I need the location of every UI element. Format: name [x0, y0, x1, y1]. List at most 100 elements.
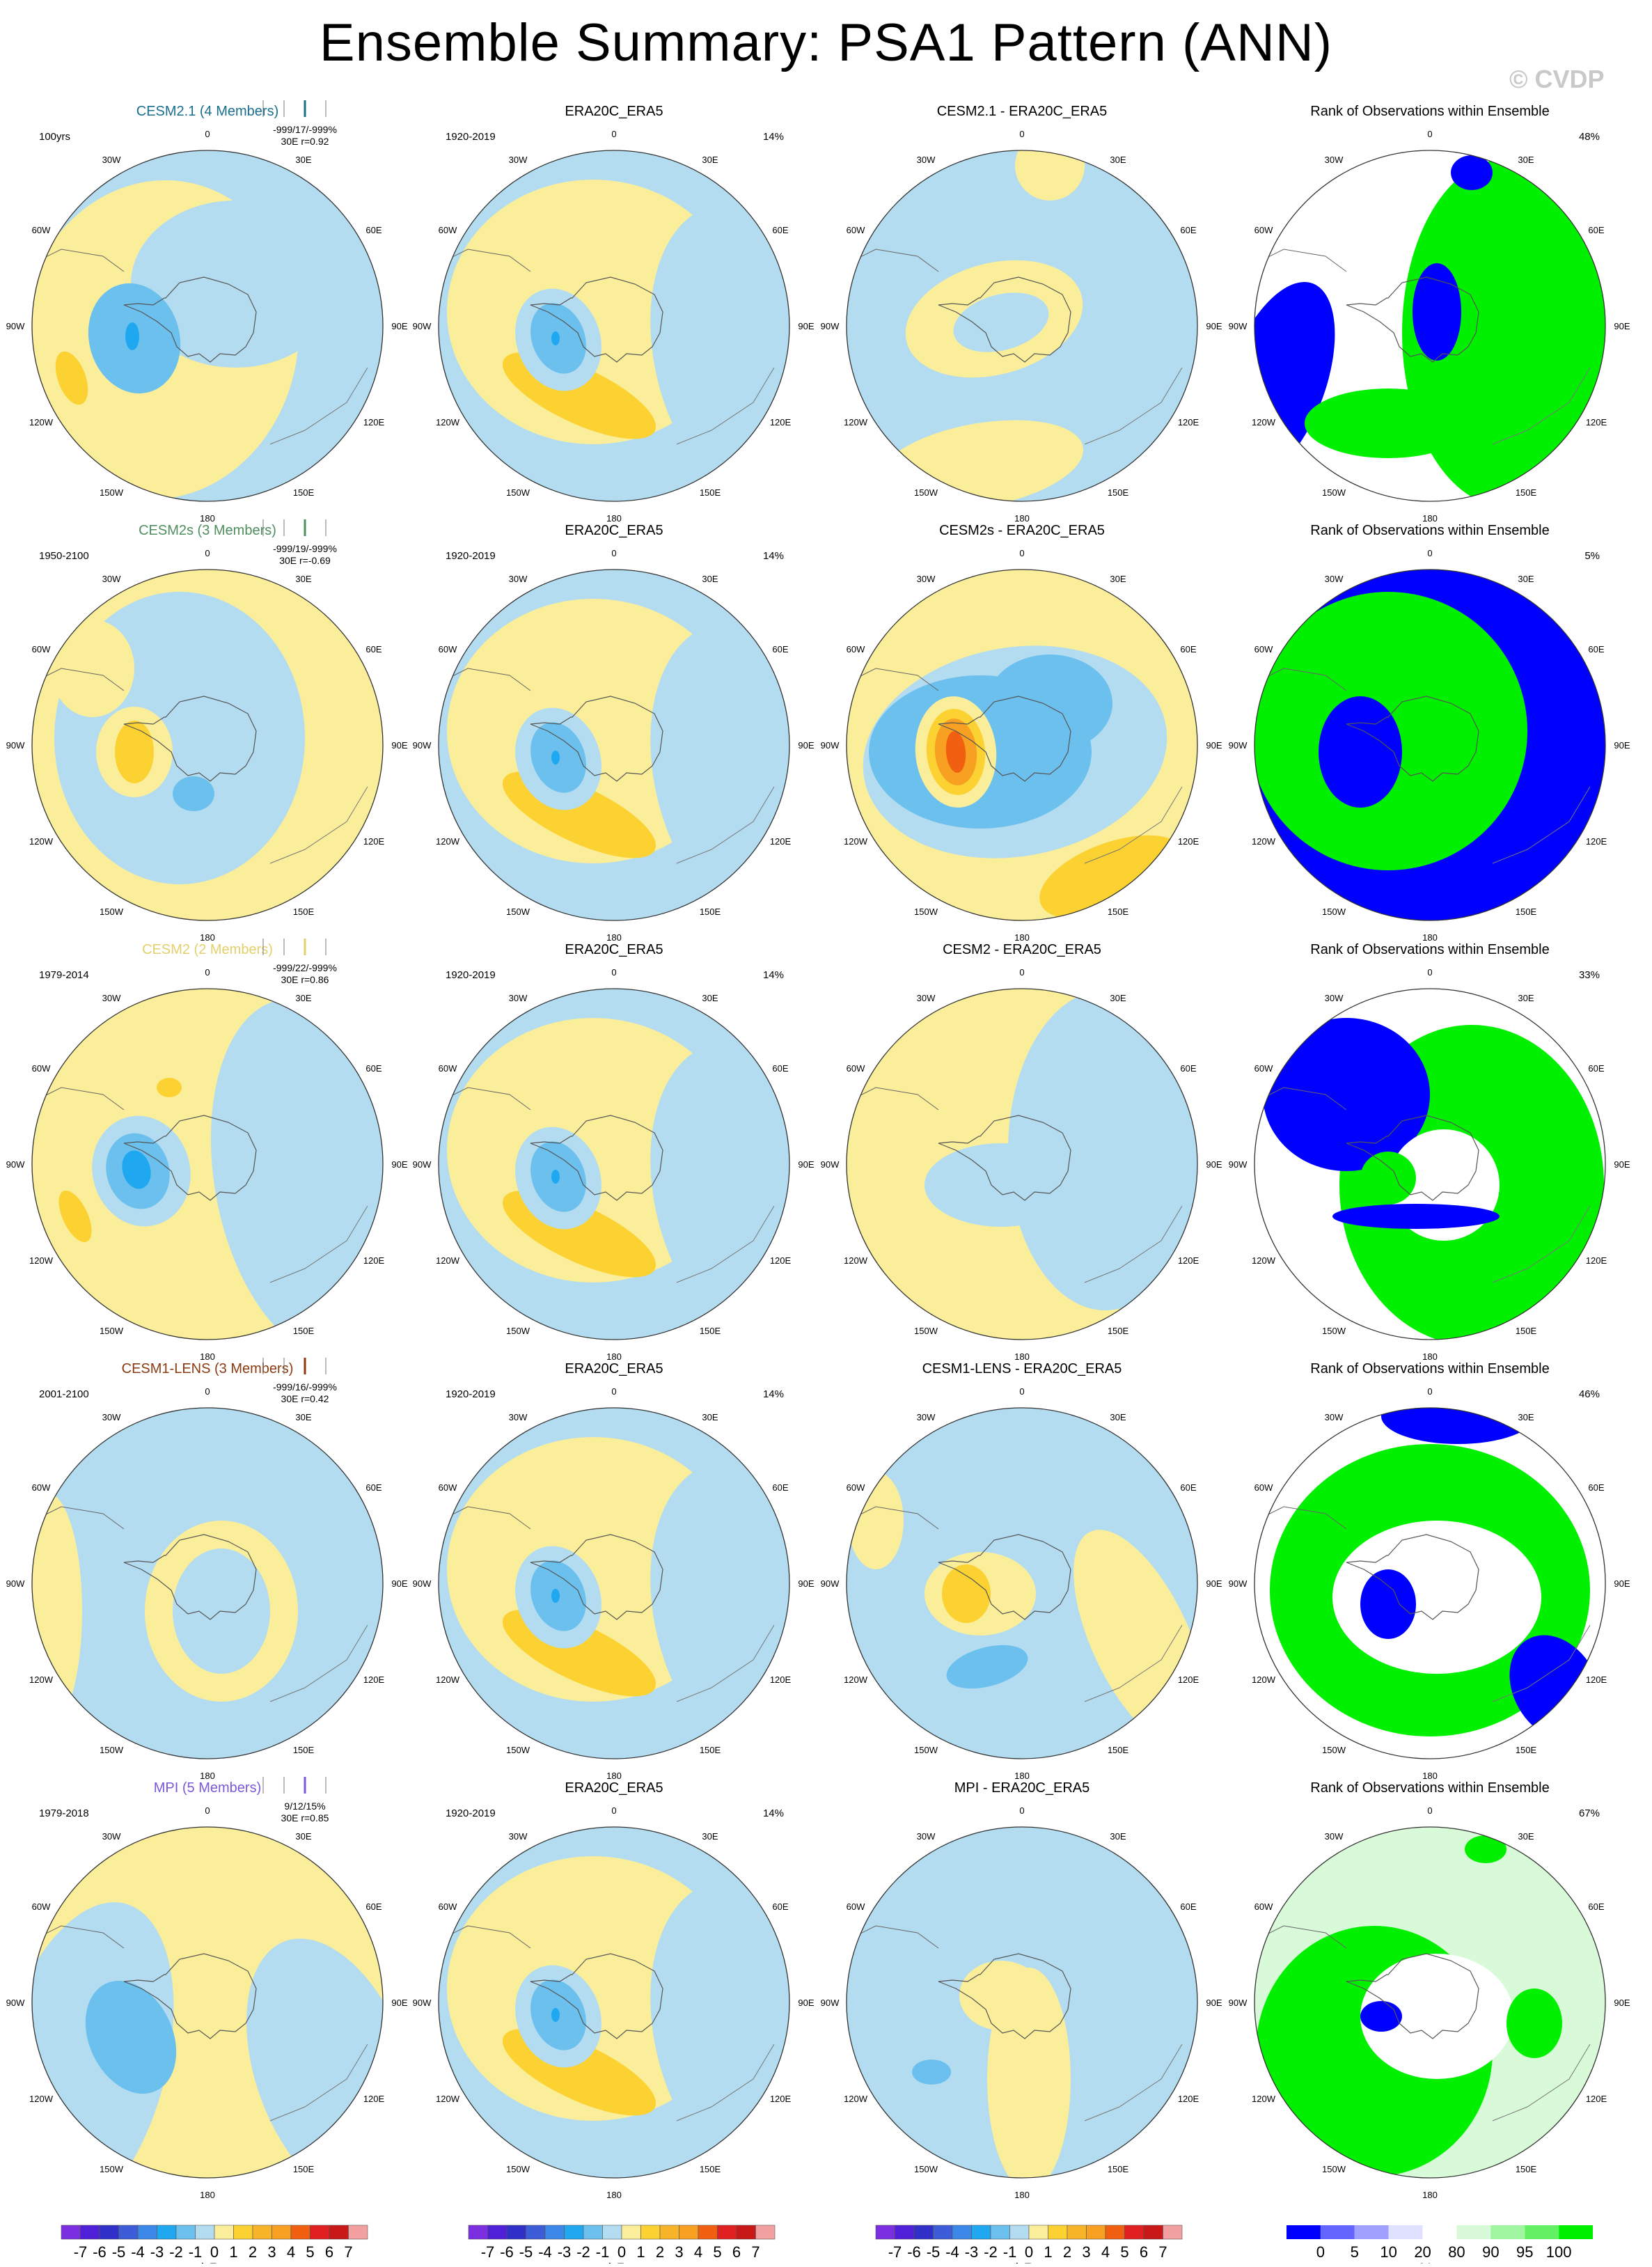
rank-low-region	[1451, 155, 1493, 190]
longitude-label: 180	[606, 1771, 622, 1781]
colorbar-swatch	[329, 2225, 349, 2240]
south-america-coastline	[40, 1506, 125, 1530]
negative-anomaly-peak	[122, 1150, 151, 1189]
colorbar-tick-label: 20	[1414, 2243, 1431, 2261]
colorbar-tick-label: -4	[131, 2243, 145, 2261]
colorbar-swatch	[506, 2225, 526, 2240]
longitude-label: 30E	[1518, 1831, 1534, 1842]
longitude-label: 120W	[29, 836, 54, 847]
rank-low-region	[1319, 696, 1402, 808]
map-disk	[439, 1827, 789, 2178]
longitude-label: 120W	[436, 2094, 460, 2104]
percent-variance-label: 33%	[1579, 969, 1600, 981]
longitude-label: 60W	[439, 1901, 457, 1912]
colorbar-swatch	[1354, 2225, 1389, 2239]
ensemble-stats-label: -999/19/-999%	[273, 543, 337, 554]
colorbar-swatch	[990, 2225, 1010, 2240]
longitude-label: 60E	[365, 1063, 381, 1074]
antarctica-coastline	[1346, 1534, 1479, 1620]
colorbar-tick-label: -6	[907, 2243, 921, 2261]
map-boundary	[846, 150, 1198, 502]
rank-low-region	[1263, 1018, 1430, 1171]
colorbar-tick-label: -2	[576, 2243, 590, 2261]
map-disk	[439, 989, 789, 1340]
longitude-label: 180	[200, 1351, 215, 1362]
panel-title: Rank of Observations within Ensemble	[1310, 1361, 1550, 1376]
longitude-label: 30W	[509, 993, 528, 1003]
map-boundary	[1254, 988, 1606, 1340]
longitude-label: 150E	[1108, 1745, 1129, 1755]
longitude-label: 30W	[102, 574, 121, 584]
ensemble-stats-label: -999/22/-999%	[273, 962, 337, 973]
antarctica-coastline	[1346, 276, 1479, 363]
colorbar-swatch	[933, 2225, 953, 2240]
colorbar-swatch	[640, 2225, 661, 2240]
longitude-label: 150W	[1322, 1745, 1346, 1755]
colorbar-swatch	[80, 2225, 100, 2240]
colorbar-tick-label: -7	[74, 2243, 88, 2261]
negative-anomaly-peak	[551, 331, 560, 345]
rank-low-region	[1381, 1408, 1534, 1444]
colorbar-tick-label: 0	[1025, 2243, 1033, 2261]
antarctica-coastline	[123, 276, 257, 363]
antarctica-coastline	[530, 1534, 663, 1620]
negative-anomaly-region	[1008, 990, 1197, 1310]
antarctica-coastline	[1346, 1115, 1479, 1201]
colorbar-swatch	[971, 2225, 991, 2240]
colorbar-tick-label: 4	[1101, 2243, 1110, 2261]
map-disk	[439, 570, 789, 920]
south-america-coastline	[446, 249, 531, 272]
colorbar-tick-label: 90	[1482, 2243, 1499, 2261]
longitude-label: 90W	[413, 1578, 432, 1589]
longitude-label: 0	[611, 1386, 616, 1397]
longitude-label: 150E	[1516, 1745, 1537, 1755]
negative-anomaly-region	[650, 1461, 789, 1759]
map-disk	[1254, 150, 1605, 501]
australia-coastline	[1084, 2044, 1183, 2121]
positive-anomaly-region	[32, 1493, 82, 1729]
longitude-label: 150E	[293, 1326, 315, 1336]
longitude-label: 60W	[32, 225, 51, 235]
negative-anomaly-core	[912, 2060, 951, 2085]
longitude-label: 120E	[363, 417, 385, 427]
ensemble-stats-label: -999/17/-999%	[273, 124, 337, 135]
colorbar-tick-label: -5	[927, 2243, 941, 2261]
longitude-label: 60W	[32, 644, 51, 654]
longitude-label: 0	[1427, 1805, 1432, 1816]
longitude-label: 30W	[917, 993, 936, 1003]
colorbar-tick-label: 2	[1063, 2243, 1071, 2261]
map-boundary	[438, 569, 790, 921]
panel-title: Rank of Observations within Ensemble	[1310, 523, 1550, 538]
longitude-label: 90E	[391, 1578, 407, 1589]
panel-title: Rank of Observations within Ensemble	[1310, 104, 1550, 119]
colorbar-swatch	[717, 2225, 737, 2240]
longitude-label: 30E	[702, 155, 718, 165]
negative-anomaly-core	[987, 654, 1112, 752]
map-boundary	[31, 1826, 384, 2179]
colorbar-tick-label: -7	[888, 2243, 902, 2261]
longitude-label: 0	[205, 967, 210, 978]
colorbar-swatch	[252, 2225, 272, 2240]
longitude-label: 30W	[917, 574, 936, 584]
panel-title: CESM1-LENS - ERA20C_ERA5	[922, 1361, 1122, 1376]
longitude-label: 30E	[702, 1831, 718, 1842]
longitude-label: 90W	[1229, 1998, 1248, 2008]
colorbar-swatch	[1320, 2225, 1355, 2239]
map-disk	[847, 570, 1197, 920]
longitude-label: 150E	[1516, 1326, 1537, 1336]
colorbar-unit-label: %	[1419, 2260, 1433, 2264]
longitude-label: 30W	[102, 1412, 121, 1422]
antarctica-coastline	[123, 1953, 257, 2039]
positive-anomaly-core	[115, 721, 154, 783]
panel-r5-c3: 0 30E 60E 90E 120E 150E 180 150W 120W 90W 60W 30W MP…	[821, 1780, 1222, 2200]
map-disk	[32, 570, 383, 920]
colorbar-tick-label: -7	[481, 2243, 495, 2261]
panel-r1-c3: 0 30E 60E 90E 120E 150E 180 150W 120W 90W 60W 30W CE…	[821, 104, 1222, 524]
longitude-label: 30W	[102, 993, 121, 1003]
longitude-label: 120W	[1252, 417, 1276, 427]
south-america-coastline	[40, 249, 125, 272]
colorbar-tick-label: 5	[1120, 2243, 1128, 2261]
antarctica-coastline	[530, 276, 663, 363]
